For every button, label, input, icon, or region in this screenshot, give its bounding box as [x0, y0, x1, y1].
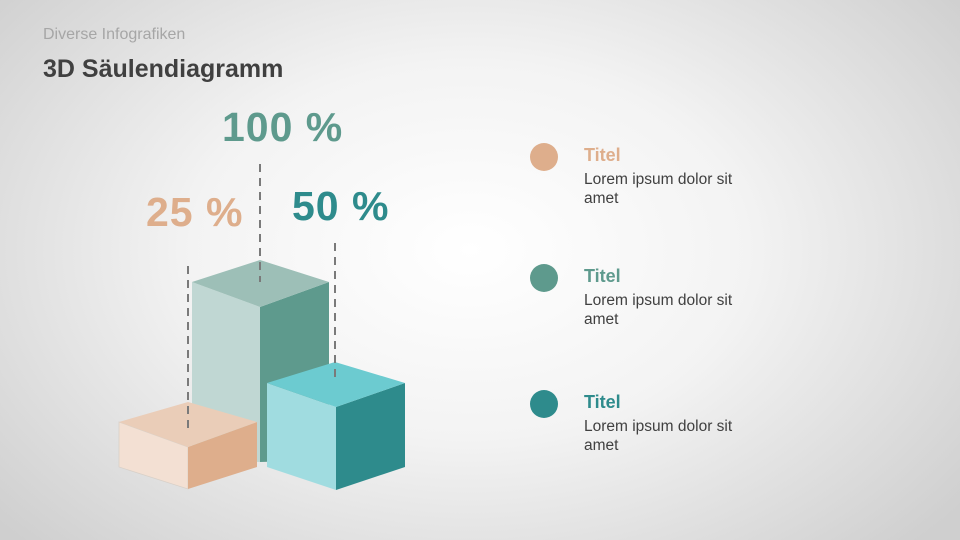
legend-text: Lorem ipsum dolor sit amet — [584, 418, 733, 454]
legend-title: Titel — [584, 145, 621, 165]
legend-dot-icon — [530, 390, 558, 418]
bar-50-top-face — [267, 362, 405, 407]
legend-text: Lorem ipsum dolor sit amet — [584, 292, 733, 328]
value-label-100: 100 % — [222, 104, 344, 150]
value-label-50: 50 % — [292, 183, 390, 229]
page-title: 3D Säulendiagramm — [43, 55, 284, 83]
legend-title: Titel — [584, 392, 621, 412]
subtitle: Diverse Infografiken — [43, 26, 186, 43]
bar-50-right-face — [336, 383, 405, 490]
bar-100-top-face — [192, 260, 329, 307]
legend-title: Titel — [584, 266, 621, 286]
bar-50 — [267, 362, 405, 490]
bar-25-right-face — [188, 422, 257, 489]
bar-50-left-face — [267, 383, 336, 490]
legend-dot-icon — [530, 264, 558, 292]
legend-dot-icon — [530, 143, 558, 171]
value-label-25: 25 % — [146, 189, 244, 235]
legend-text: Lorem ipsum dolor sit amet — [584, 171, 733, 207]
